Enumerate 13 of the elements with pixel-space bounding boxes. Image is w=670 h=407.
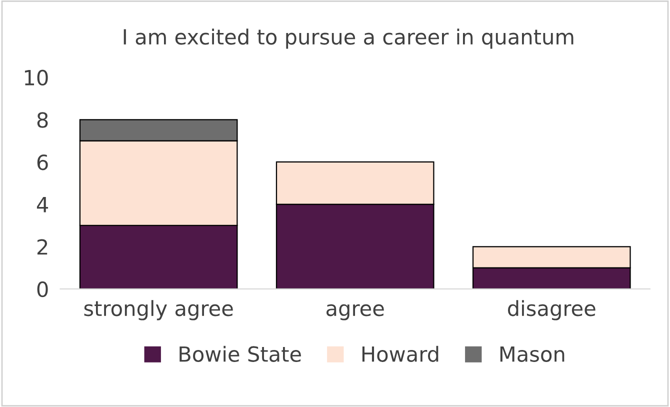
legend-label: Bowie State (180, 346, 301, 362)
y-tick-label: 8 (37, 112, 48, 128)
y-tick-label: 6 (37, 154, 48, 170)
y-tick-label: 10 (24, 70, 48, 86)
y-tick-label: 4 (36, 197, 48, 212)
legend-label: Mason (500, 346, 564, 362)
chart-title: I am excited to pursue a career in quantum (124, 28, 574, 49)
x-tick-label: disagree (508, 300, 596, 320)
x-tick-label: agree (326, 304, 384, 320)
x-tick-label: strongly agree (84, 300, 233, 320)
y-tick-label: 0 (37, 281, 48, 298)
legend-label: Howard (362, 346, 438, 362)
y-tick-label: 2 (37, 239, 48, 255)
